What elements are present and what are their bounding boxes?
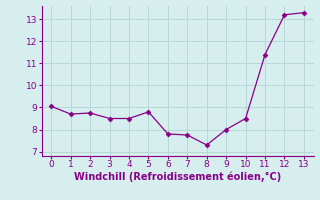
X-axis label: Windchill (Refroidissement éolien,°C): Windchill (Refroidissement éolien,°C): [74, 172, 281, 182]
